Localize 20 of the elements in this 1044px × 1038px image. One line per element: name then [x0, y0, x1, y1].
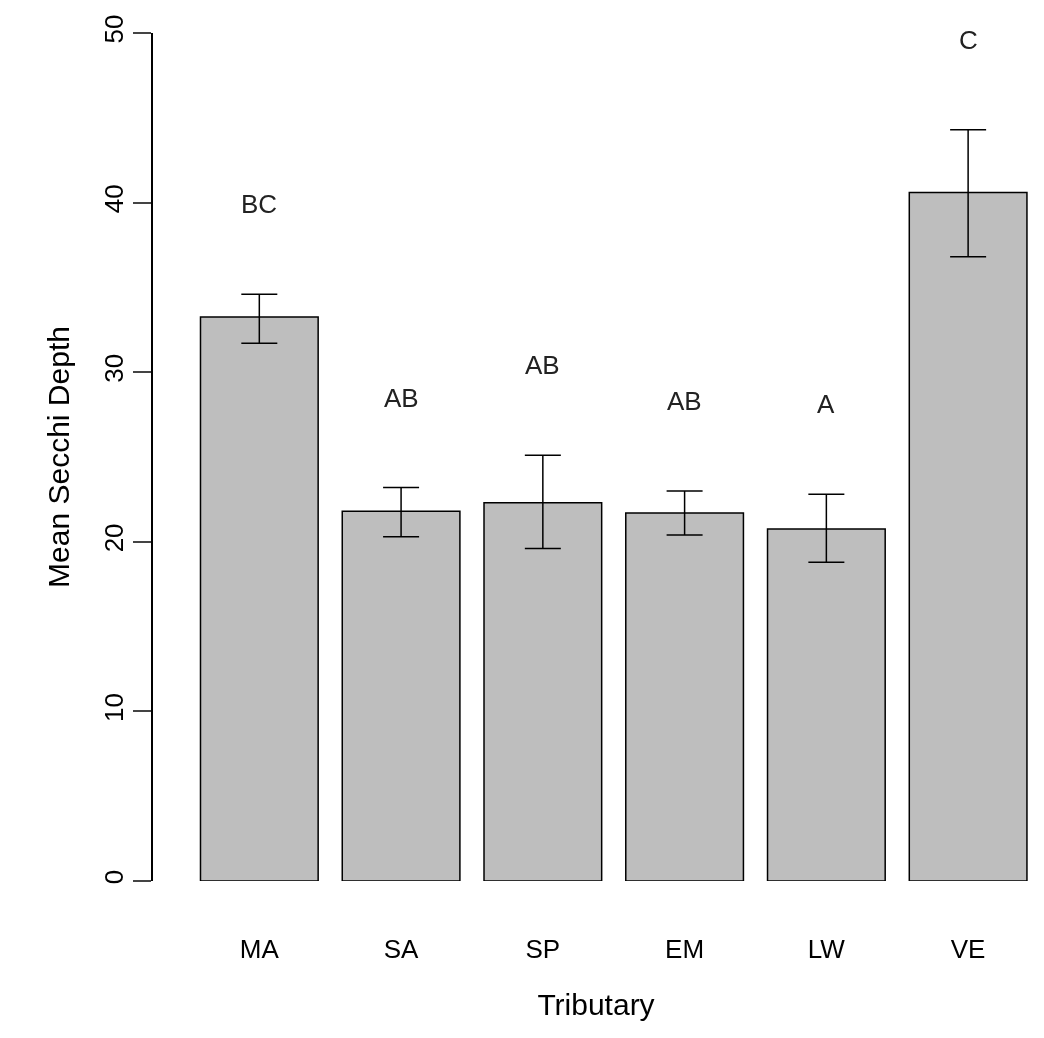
annotation: A: [817, 389, 835, 419]
x-axis-title: Tributary: [537, 987, 655, 1021]
y-tick-label: 50: [98, 14, 129, 44]
y-tick-label: 0: [98, 869, 129, 885]
x-tick-label: EM: [665, 934, 705, 965]
x-tick-label: LW: [807, 934, 846, 965]
annotation: AB: [384, 383, 419, 413]
x-tick-label: SP: [525, 934, 561, 965]
y-tick-label: 10: [98, 693, 129, 722]
y-axis-title: Mean Secchi Depth: [42, 326, 76, 588]
x-tick-label: SA: [383, 934, 420, 965]
x-tick-label: MA: [239, 934, 280, 965]
annotation: AB: [525, 350, 560, 380]
annotation: AB: [667, 386, 702, 416]
annotation: C: [959, 25, 978, 55]
x-tick-label: VE: [950, 934, 986, 965]
annotation: BC: [241, 189, 278, 219]
y-tick-label: 30: [98, 353, 129, 383]
y-tick-label: 20: [98, 523, 129, 553]
y-tick-label: 40: [98, 184, 129, 214]
